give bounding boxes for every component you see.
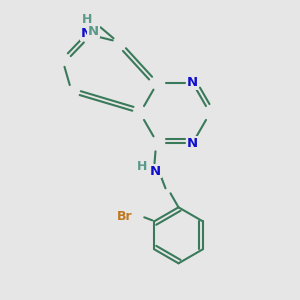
Text: N: N — [150, 165, 161, 178]
Text: H: H — [82, 13, 93, 26]
Text: N: N — [187, 137, 198, 150]
Text: Br: Br — [116, 210, 132, 223]
Text: H: H — [137, 160, 148, 173]
Text: N: N — [81, 27, 92, 40]
Text: N: N — [88, 25, 99, 38]
Text: N: N — [187, 76, 198, 89]
